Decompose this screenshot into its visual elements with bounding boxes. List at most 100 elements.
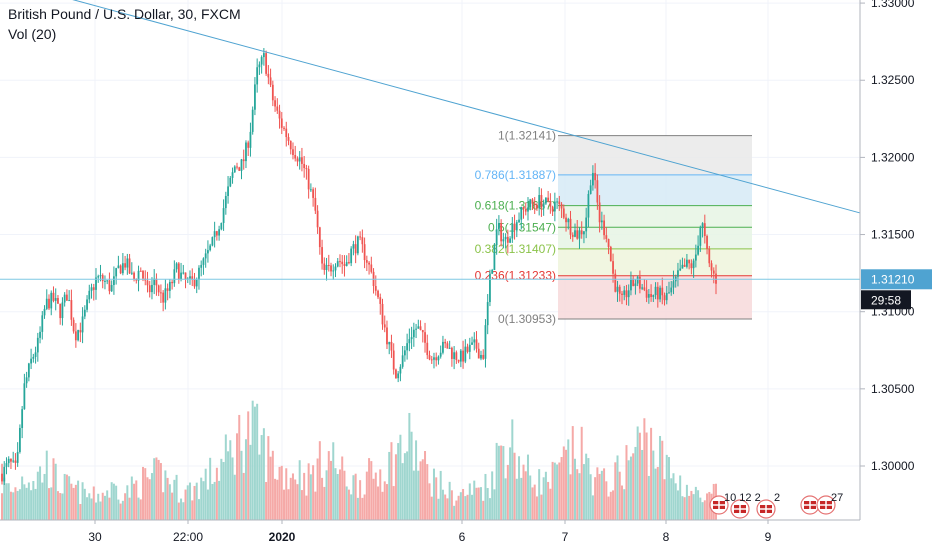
- candle-body: [166, 288, 169, 291]
- volume-bar: [119, 503, 122, 520]
- candle-body: [233, 166, 236, 173]
- economic-events[interactable]: 10 12 2 2 27: [709, 492, 843, 519]
- candle-body: [108, 280, 111, 292]
- candle-body: [618, 286, 621, 294]
- candle-body: [609, 246, 612, 262]
- candle-body: [292, 149, 294, 156]
- volume-bar: [659, 435, 662, 520]
- candle-body: [426, 342, 429, 356]
- volume-bar: [99, 501, 102, 520]
- volume-bar: [701, 502, 704, 520]
- candle-body: [265, 53, 268, 74]
- volume-bar: [473, 480, 476, 520]
- volume-bar: [665, 454, 668, 520]
- candle-body: [686, 259, 688, 267]
- candle-body: [641, 287, 644, 289]
- candle-body: [70, 300, 73, 320]
- candle-body: [643, 287, 646, 290]
- volume-bar: [189, 482, 192, 520]
- candle-body: [390, 341, 393, 351]
- volume-bar: [186, 485, 189, 520]
- candle-body: [12, 460, 15, 462]
- candle-body: [415, 328, 417, 330]
- event-flag-gb[interactable]: [756, 499, 776, 519]
- candle-body: [119, 265, 122, 274]
- candle-body: [701, 223, 704, 228]
- volume-bar: [683, 497, 686, 520]
- volume-bar: [464, 496, 467, 520]
- volume-bar: [312, 465, 315, 520]
- volume-bar: [354, 473, 357, 520]
- volume-bar: [580, 426, 583, 520]
- volume-bar: [435, 477, 438, 520]
- volume-bar: [394, 454, 397, 520]
- time-tick-label: 7: [562, 530, 569, 544]
- volume-bar: [5, 483, 8, 520]
- fib-level-label: 0.382(1.31407): [475, 242, 556, 256]
- candle-body: [148, 285, 151, 293]
- volume-bar: [130, 476, 133, 520]
- trendline[interactable]: [40, 0, 861, 214]
- volume-bar: [305, 495, 308, 520]
- volume-bar: [430, 496, 433, 520]
- volume-bar: [345, 486, 348, 520]
- candle-body: [703, 223, 706, 237]
- candle-body: [104, 280, 106, 282]
- volume-bar: [540, 494, 543, 520]
- candle-body: [247, 142, 250, 148]
- candle-body: [531, 199, 534, 204]
- candle-body: [381, 303, 384, 325]
- candle-body: [45, 298, 48, 309]
- volume-bar: [565, 449, 568, 520]
- candle-body: [659, 287, 661, 300]
- candle-body: [23, 383, 26, 410]
- candle-body: [218, 229, 221, 236]
- volume-bar: [356, 497, 359, 520]
- volume-bar: [708, 491, 711, 520]
- event-flag-us[interactable]: [709, 495, 729, 515]
- volume-indicator-label[interactable]: Vol (20): [8, 26, 57, 42]
- volume-bar: [115, 485, 118, 520]
- volume-bar: [663, 479, 666, 520]
- price-axis[interactable]: 1.300001.305001.310001.315001.320001.325…: [859, 0, 915, 520]
- volume-bar: [318, 441, 321, 520]
- candle-body: [316, 210, 319, 228]
- volume-bar: [256, 403, 259, 520]
- volume-bar: [92, 486, 95, 520]
- volume-bar: [399, 434, 402, 520]
- volume-bar: [674, 483, 677, 520]
- volume-bar: [482, 500, 485, 520]
- price-tick-label: 1.32500: [871, 73, 915, 87]
- volume-bar: [466, 494, 469, 520]
- candle-body: [370, 264, 373, 272]
- volume-bar: [347, 489, 350, 520]
- candle-body: [74, 331, 77, 341]
- volume-bar: [448, 481, 451, 520]
- candle-body: [468, 344, 471, 352]
- candle-body: [647, 294, 650, 298]
- candle-body: [627, 290, 630, 298]
- candle-body: [630, 278, 632, 291]
- candle-body: [267, 73, 270, 78]
- event-flag-gb[interactable]: [816, 495, 836, 515]
- volume-bar: [200, 477, 203, 520]
- volume-bar: [549, 488, 552, 520]
- candle-body: [139, 270, 142, 272]
- volume-bar: [477, 487, 480, 520]
- volume-bar: [296, 484, 299, 520]
- volume-bar: [70, 483, 73, 520]
- candle-body: [585, 217, 588, 232]
- time-axis[interactable]: 30 22:00 2020 6 7 8 9: [0, 519, 860, 544]
- volume-bar: [350, 494, 353, 520]
- candle-body: [502, 239, 505, 242]
- candle-body: [330, 265, 332, 272]
- candle-body: [652, 295, 655, 297]
- candle-body: [524, 209, 527, 212]
- candle-body: [663, 295, 666, 301]
- candle-body: [410, 337, 413, 340]
- candle-body: [365, 260, 368, 263]
- candle-body: [491, 269, 494, 274]
- event-flag-gb[interactable]: [730, 499, 750, 519]
- event-flag-gb[interactable]: [800, 495, 820, 515]
